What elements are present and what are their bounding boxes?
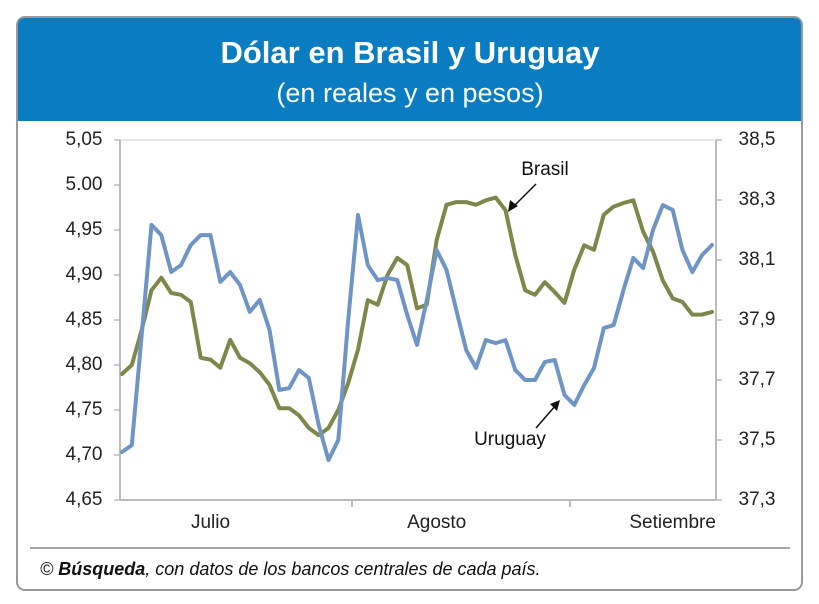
series-line: [120, 195, 714, 438]
source-rest: , con datos de los bancos centrales de c…: [145, 559, 540, 579]
y2-tick-label: 37,3: [739, 489, 776, 510]
y-tick-label: 4,95: [66, 219, 103, 240]
series-line: [120, 203, 714, 463]
y-tick-label: 5,05: [66, 129, 103, 150]
source-mark: ©: [40, 559, 54, 579]
frame: [16, 16, 803, 591]
y2-tick-label: 38,1: [739, 249, 776, 270]
y-tick-label: 4,90: [66, 264, 103, 285]
annotation-arrow: [535, 404, 557, 429]
x-tick-label: Agosto: [407, 512, 466, 533]
y2-tick-label: 37,9: [739, 309, 776, 330]
annotation-arrow: [511, 183, 537, 209]
y-tick-label: 4,85: [66, 309, 103, 330]
y2-tick-label: 38,5: [739, 129, 776, 150]
y2-tick-label: 38,3: [739, 189, 776, 210]
series-label: Brasil: [521, 159, 569, 180]
chart-title: Dólar en Brasil y Uruguay: [220, 35, 600, 70]
annotation-arrowhead: [508, 200, 518, 212]
header: [18, 18, 801, 121]
annotation-arrowhead: [550, 400, 560, 411]
y-tick-label: 4,65: [66, 489, 103, 510]
source-note: © Búsqueda, con datos de los bancos cent…: [40, 559, 541, 579]
series-label: Uruguay: [474, 429, 546, 450]
y-tick-label: 4,80: [66, 354, 103, 375]
y-tick-label: 4,75: [66, 399, 103, 420]
source-name: Búsqueda: [58, 559, 145, 579]
y-tick-label: 5.00: [66, 174, 103, 195]
x-tick-label: Julio: [191, 512, 230, 533]
y2-tick-label: 37,5: [739, 429, 776, 450]
y-tick-label: 4,70: [66, 444, 103, 465]
y2-tick-label: 37,7: [739, 369, 776, 390]
x-tick-label: Setiembre: [629, 512, 716, 533]
chart-subtitle: (en reales y en pesos): [276, 78, 543, 108]
